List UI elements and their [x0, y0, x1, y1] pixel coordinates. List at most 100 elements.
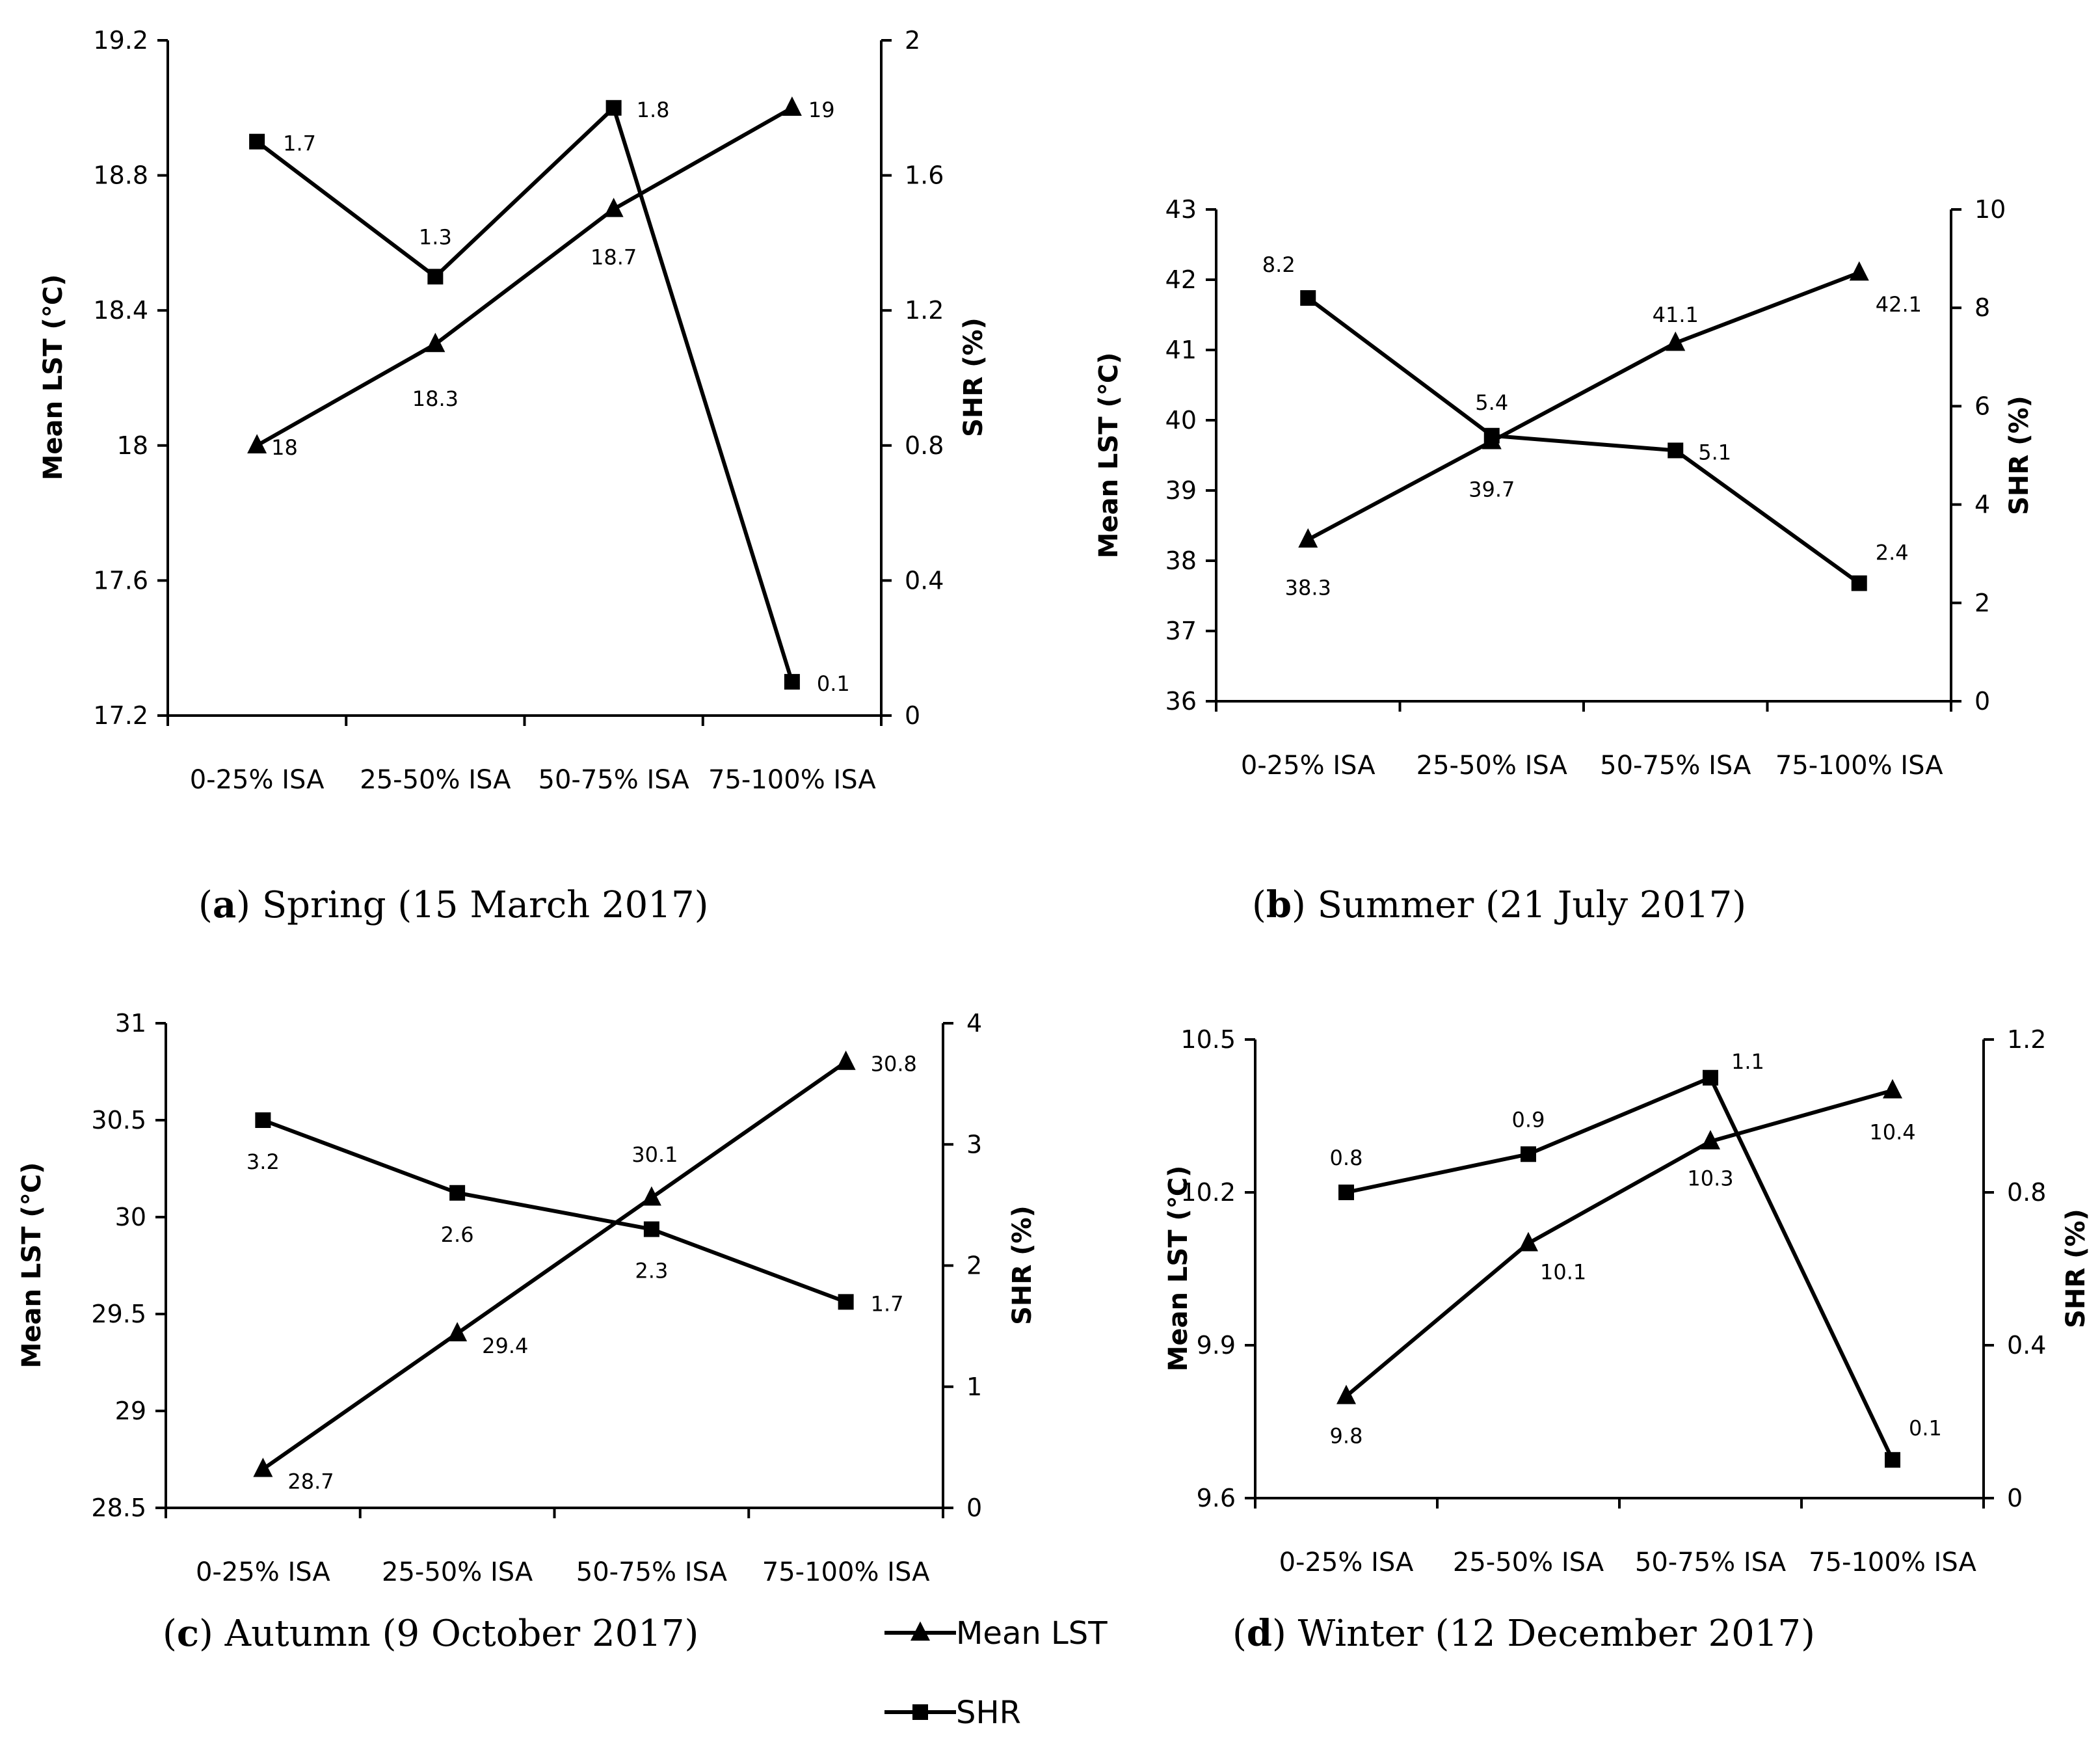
- data-label: 1.1: [1731, 1049, 1764, 1074]
- data-label: 38.3: [1285, 576, 1331, 600]
- data-label: 10.3: [1687, 1166, 1733, 1191]
- caption-paren: (: [1252, 884, 1266, 926]
- right-tick-label: 0: [966, 1494, 982, 1522]
- panel-caption: (c) Autumn (9 October 2017): [163, 1612, 698, 1655]
- panel-caption: (b) Summer (21 July 2017): [1252, 883, 1746, 926]
- mean-lst-series-line: [1345, 1088, 1893, 1398]
- caption-text: Winter (12 December 2017): [1298, 1613, 1815, 1655]
- data-label: 0.1: [1909, 1415, 1942, 1440]
- caption-letter: a: [213, 883, 236, 926]
- left-tick-label: 30.5: [91, 1106, 146, 1134]
- right-tick-label: 4: [966, 1009, 982, 1038]
- shr-point-marker: [1338, 1185, 1354, 1200]
- data-label: 1.3: [419, 224, 452, 249]
- x-category-label: 75-100% ISA: [708, 765, 876, 795]
- mean-lst-point-marker: [836, 1051, 856, 1070]
- shr-point-marker: [249, 133, 265, 150]
- caption-paren: (: [198, 884, 213, 926]
- right-tick-label: 0.4: [905, 566, 944, 595]
- caption-paren: ): [1292, 884, 1318, 926]
- caption-paren: ): [1272, 1613, 1298, 1655]
- left-tick-label: 9.6: [1197, 1484, 1236, 1512]
- shr-point-marker: [1703, 1069, 1718, 1086]
- left-tick-label: 17.6: [93, 566, 148, 595]
- left-tick-label: 41: [1165, 336, 1197, 364]
- left-tick-label: 40: [1165, 406, 1197, 435]
- mean-lst-point-marker: [1849, 261, 1869, 281]
- y-axis-label: Mean LST (℃): [17, 1162, 47, 1369]
- data-label: 0.8: [1330, 1146, 1363, 1170]
- shr-point-marker: [838, 1294, 854, 1310]
- data-label: 5.4: [1475, 390, 1508, 415]
- mean-lst-point-marker: [1336, 1384, 1356, 1404]
- mean-lst-point-marker: [1298, 528, 1318, 548]
- legend: Mean LST SHR: [884, 1615, 1108, 1731]
- caption-paren: (: [1232, 1613, 1247, 1655]
- legend-label: Mean LST: [956, 1615, 1108, 1652]
- caption-text: Summer (21 July 2017): [1318, 884, 1746, 926]
- left-tick-label: 18.4: [93, 296, 148, 325]
- data-label: 1.7: [871, 1291, 904, 1316]
- mean-lst-series-line: [1307, 271, 1860, 542]
- data-label: 18.7: [591, 245, 637, 270]
- right-tick-label: 0: [2007, 1484, 2023, 1512]
- mean-lst-point-marker: [604, 197, 624, 217]
- mean-lst-point-marker: [1701, 1130, 1720, 1149]
- right-tick-label: 1: [966, 1373, 982, 1401]
- data-label: 1.7: [283, 131, 316, 156]
- mean-lst-point-marker: [1666, 331, 1686, 351]
- shr-series-line: [262, 1118, 847, 1304]
- caption-letter: b: [1266, 883, 1292, 926]
- data-label: 18.3: [412, 386, 459, 411]
- shr-point-marker: [784, 674, 800, 690]
- panel-caption: (d) Winter (12 December 2017): [1232, 1612, 1815, 1655]
- mean-lst-point-marker: [641, 1186, 661, 1206]
- right-tick-label: 10: [1974, 195, 2006, 224]
- shr-point-marker: [605, 100, 622, 116]
- data-label: 42.1: [1876, 292, 1922, 317]
- caption-text: Spring (15 March 2017): [262, 884, 709, 926]
- left-tick-label: 18: [117, 431, 148, 460]
- data-label: 18: [271, 435, 298, 460]
- x-category-label: 75-100% ISA: [762, 1557, 930, 1587]
- left-tick-label: 28.5: [91, 1494, 146, 1522]
- data-label: 0.1: [817, 671, 850, 696]
- panel-caption: (a) Spring (15 March 2017): [198, 883, 708, 926]
- data-label: 2.4: [1876, 541, 1909, 565]
- left-tick-label: 43: [1165, 195, 1197, 224]
- data-label: 39.7: [1469, 477, 1515, 502]
- right-tick-label: 1.2: [905, 296, 944, 325]
- shr-point-marker: [1300, 290, 1316, 306]
- y2-axis-label: SHR (%): [1007, 1205, 1037, 1325]
- data-label: 3.2: [246, 1149, 280, 1174]
- shr-point-marker: [1885, 1452, 1900, 1468]
- shr-series-line: [1346, 1075, 1894, 1461]
- chart-panel-d: 9.6 9.9 10.2 10.5 0 0.4 0.8 1.2 0-25% ISA 25-50% …: [1163, 1025, 2091, 1655]
- data-label: 0.9: [1512, 1107, 1545, 1132]
- left-tick-label: 38: [1165, 546, 1197, 575]
- x-category-label: 0-25% ISA: [1279, 1548, 1414, 1577]
- y-axis-label: Mean LST (℃): [1163, 1166, 1193, 1372]
- x-category-label: 25-50% ISA: [1416, 751, 1568, 781]
- mean-lst-point-marker: [447, 1322, 468, 1341]
- left-tick-label: 30: [115, 1203, 146, 1231]
- data-label: 41.1: [1653, 302, 1699, 327]
- right-tick-label: 4: [1974, 490, 1990, 519]
- x-category-label: 50-75% ISA: [1600, 751, 1751, 781]
- right-tick-label: 0: [1974, 687, 1990, 716]
- shr-point-marker: [643, 1221, 659, 1237]
- data-label: 30.1: [631, 1142, 678, 1167]
- data-label: 1.8: [637, 98, 670, 122]
- shr-point-marker: [255, 1112, 271, 1128]
- right-tick-label: 0.8: [2007, 1178, 2046, 1207]
- x-category-label: 50-75% ISA: [538, 765, 690, 795]
- mean-lst-point-marker: [253, 1457, 273, 1477]
- data-label: 28.7: [287, 1469, 334, 1494]
- x-category-label: 50-75% ISA: [576, 1557, 728, 1587]
- mean-lst-point-marker: [782, 96, 802, 116]
- left-tick-label: 10.2: [1180, 1178, 1236, 1207]
- left-tick-label: 42: [1165, 265, 1197, 294]
- data-label: 2.3: [635, 1259, 668, 1283]
- caption-paren: ): [236, 884, 262, 926]
